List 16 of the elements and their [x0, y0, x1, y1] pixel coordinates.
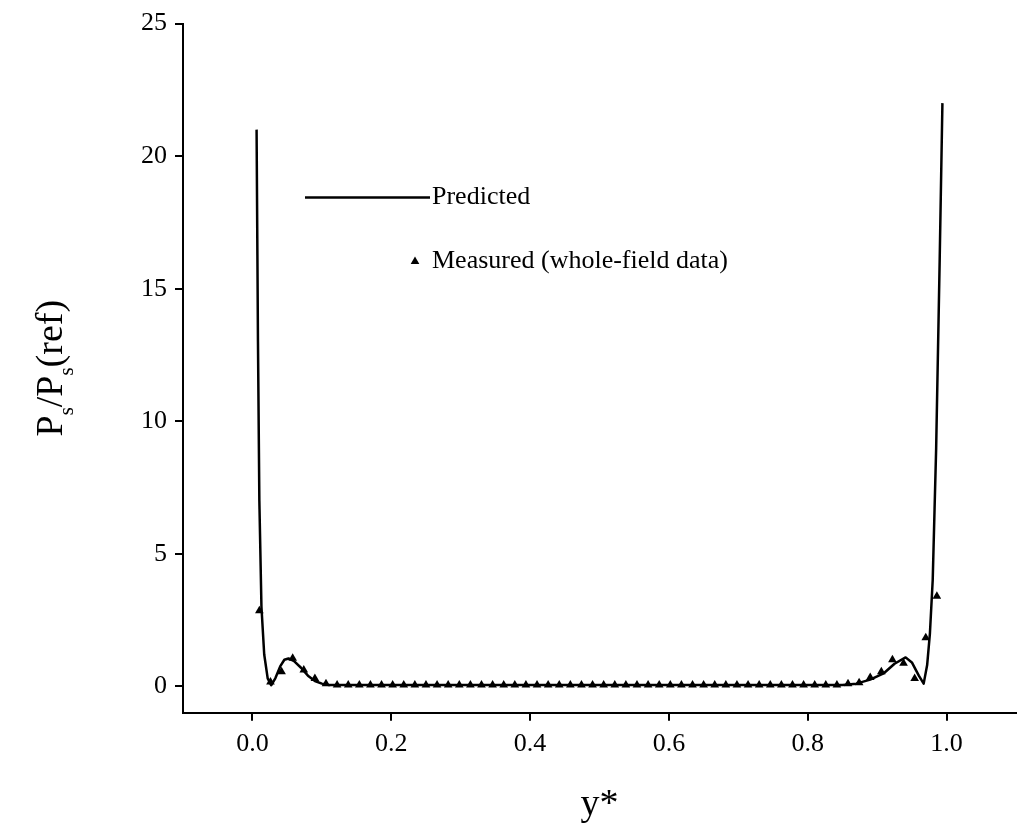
x-tick-label: 0.8 [791, 728, 824, 758]
y-tick-label: 10 [141, 405, 167, 435]
x-tick-label: 0.6 [652, 728, 686, 758]
y-tick-label: 5 [154, 537, 167, 567]
x-tick-label: 0.2 [375, 728, 408, 758]
x-tick-label: 1.0 [930, 728, 963, 758]
y-tick-label: 20 [141, 139, 167, 169]
x-tick-label: 0.4 [513, 728, 547, 758]
y-tick-label: 25 [141, 7, 167, 37]
y-tick-label: 0 [154, 670, 167, 700]
x-axis-title: y* [580, 781, 619, 823]
y-tick-label: 15 [141, 272, 167, 302]
legend-label: Predicted [432, 181, 531, 211]
y-axis-title: Ps/Ps(ref) [28, 299, 79, 437]
legend-label: Measured (whole-field data) [432, 245, 728, 275]
x-tick-label: 0.0 [236, 728, 269, 758]
